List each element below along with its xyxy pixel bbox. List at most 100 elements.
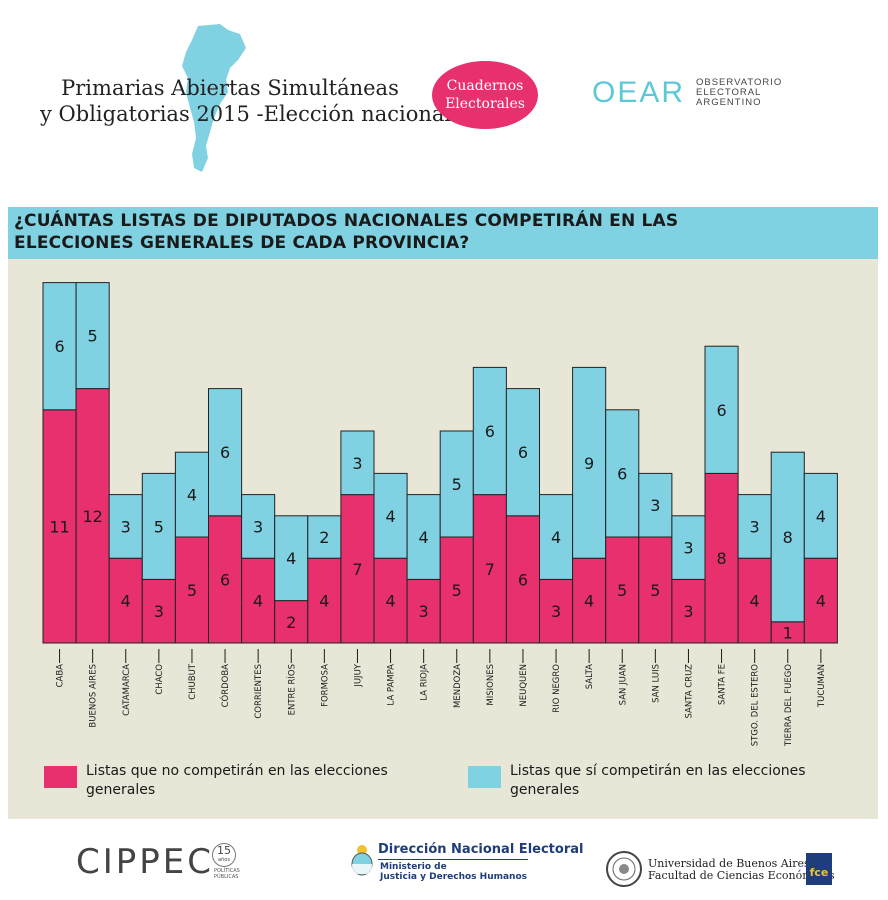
x-tick-label-12: MENDOZA: [453, 664, 463, 708]
x-tick-label-23: TUCUMAN: [817, 664, 827, 708]
bar-blue-2: [108, 494, 143, 559]
bar-pink-label-4: 5: [187, 581, 197, 600]
x-tick-label-8: FORMOSA: [320, 664, 330, 707]
bar-blue-label-13: 6: [485, 422, 495, 441]
x-tick-label-9: JUJUY: [353, 663, 363, 687]
bar-blue-11: [406, 494, 441, 580]
bar-blue-label-0: 6: [54, 337, 64, 356]
bar-pink-3: [141, 578, 176, 644]
bar-blue-15: [539, 494, 574, 580]
bar-blue-6: [241, 494, 276, 559]
uba-line2: Facultad de Ciencias Económicas: [648, 869, 835, 882]
bar-blue-9: [340, 430, 375, 496]
header-title-line1: Primarias Abiertas Simultáneas: [61, 76, 399, 100]
legend-blue-label: Listas que sí competirán en las eleccion…: [510, 763, 806, 798]
bar-pink-label-17: 5: [617, 581, 627, 600]
bar-blue-label-18: 3: [650, 496, 660, 515]
bar-blue-1: [75, 282, 110, 390]
bar-pink-label-18: 5: [650, 581, 660, 600]
bar-pink-label-12: 5: [452, 581, 462, 600]
cippec-sub1: POLÍTICAS: [214, 868, 240, 874]
bar-pink-label-23: 4: [816, 592, 826, 611]
bar-pink-1: [75, 388, 110, 644]
x-tick-label-1: BUENOS AIRES: [89, 664, 99, 728]
bar-blue-12: [439, 430, 474, 538]
oear-logo: OEAR: [592, 76, 686, 109]
bar-blue-label-17: 6: [617, 464, 627, 483]
bar-pink-label-13: 7: [485, 560, 495, 579]
bar-pink-label-5: 6: [220, 570, 230, 589]
legend-pink-label: Listas que no competirán en las eleccion…: [86, 763, 388, 798]
bar-pink-label-16: 4: [584, 592, 594, 611]
x-tick-label-20: SANTA FE: [718, 664, 728, 705]
bar-blue-label-11: 4: [419, 528, 429, 547]
bar-pink-label-7: 2: [286, 613, 296, 632]
bar-blue-label-7: 4: [286, 549, 296, 568]
bar-pink-5: [208, 515, 243, 644]
bar-pink-8: [307, 557, 342, 644]
bar-pink-label-8: 4: [319, 592, 329, 611]
cuadernos-electorales-badge: Cuadernos Electorales: [432, 61, 538, 129]
bar-blue-3: [141, 472, 176, 580]
cippec-sub2: PÚBLICAS: [214, 874, 239, 880]
bar-blue-label-19: 3: [683, 539, 693, 558]
dne-title: Dirección Nacional Electoral: [378, 842, 584, 857]
x-tick-label-5: CÓRDOBA: [219, 664, 231, 708]
bar-blue-16: [572, 366, 607, 559]
x-tick-label-13: MISIONES: [486, 664, 496, 706]
badge-line2: Electorales: [445, 96, 525, 112]
legend-pink-swatch: [44, 766, 77, 788]
fce-text: fce: [809, 866, 829, 879]
bar-blue-label-9: 3: [352, 454, 362, 473]
bar-blue-label-3: 5: [154, 517, 164, 536]
x-tick-label-17: SAN JUAN: [618, 664, 628, 705]
bar-blue-label-12: 5: [452, 475, 462, 494]
bar-pink-label-1: 12: [82, 507, 102, 526]
bar-blue-label-22: 8: [783, 528, 793, 547]
x-tick-label-14: NEUQUEN: [519, 664, 529, 707]
bar-blue-label-4: 4: [187, 486, 197, 505]
bar-blue-label-23: 4: [816, 507, 826, 526]
legend-blue-swatch: [468, 766, 501, 788]
bar-blue-label-20: 6: [716, 401, 726, 420]
x-tick-label-2: CATAMARCA: [122, 664, 132, 716]
header-title-line2: y Obligatorias 2015 -Elección nacional: [40, 102, 452, 126]
bar-pink-label-6: 4: [253, 592, 263, 611]
bar-pink-label-14: 6: [518, 570, 528, 589]
bar-blue-label-15: 4: [551, 528, 561, 547]
x-tick-label-15: RIO NEGRO: [552, 664, 562, 713]
bar-pink-10: [373, 557, 408, 644]
badge-line1: Cuadernos: [446, 78, 524, 94]
dne-rule: [378, 859, 528, 860]
bar-pink-21: [737, 557, 772, 644]
x-tick-label-19: SANTA CRUZ: [684, 664, 694, 719]
cippec-logo: CIPPEC: [76, 842, 214, 882]
bar-blue-18: [638, 472, 673, 538]
bar-pink-label-15: 3: [551, 602, 561, 621]
question-band: [8, 207, 878, 259]
x-tick-label-10: LA PAMPA: [387, 664, 397, 706]
bar-blue-5: [208, 388, 243, 517]
x-tick-label-3: CHACO: [155, 664, 165, 695]
cippec-years: 15: [217, 844, 231, 857]
argentina-map-icon: [182, 24, 246, 172]
bar-pink-label-11: 3: [419, 602, 429, 621]
uba-seal-icon: [606, 851, 642, 887]
oear-line3: ARGENTINO: [696, 97, 762, 108]
bar-blue-13: [472, 366, 507, 496]
bar-pink-label-0: 11: [49, 517, 69, 536]
bar-blue-8: [307, 515, 342, 559]
bar-pink-label-19: 3: [683, 602, 693, 621]
bar-blue-17: [605, 409, 640, 538]
bar-blue-22: [770, 451, 805, 623]
bar-blue-7: [274, 515, 309, 602]
bar-blue-label-21: 3: [750, 517, 760, 536]
bar-blue-label-10: 4: [385, 507, 395, 526]
x-tick-label-22: TIERRA DEL FUEGO: [784, 664, 794, 747]
uba-line1: Universidad de Buenos Aires: [648, 857, 810, 870]
bar-pink-11: [406, 578, 441, 644]
bar-blue-label-14: 6: [518, 443, 528, 462]
dne-line2: Justicia y Derechos Humanos: [380, 872, 527, 882]
bar-blue-21: [737, 494, 772, 559]
x-tick-label-16: SALTA: [585, 664, 595, 689]
